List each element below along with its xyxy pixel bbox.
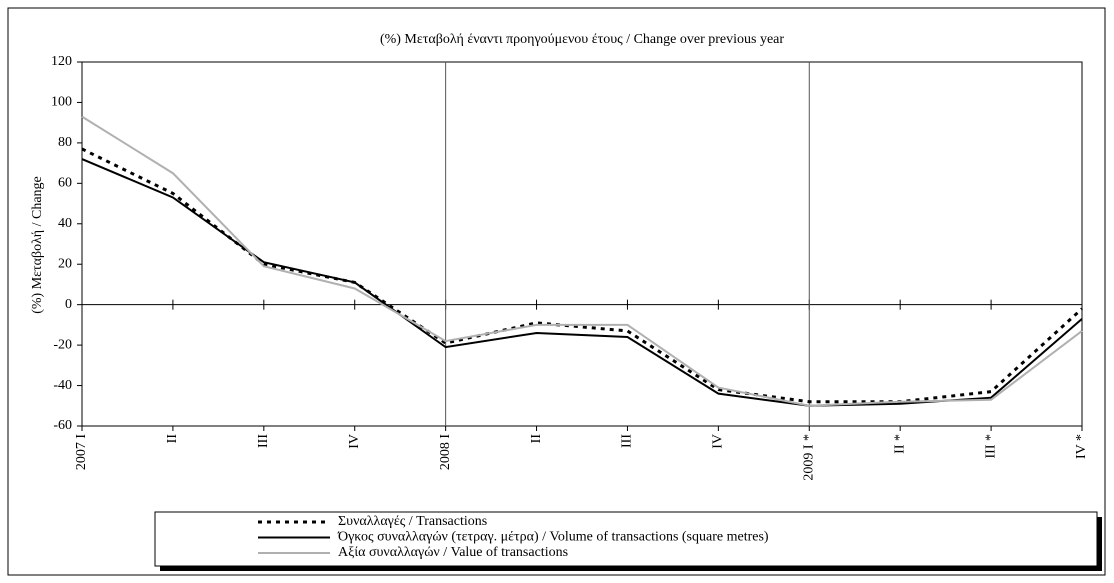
series-line <box>81 158 1083 407</box>
y-tick-label: -40 <box>53 378 72 393</box>
y-tick-label: 100 <box>51 95 72 110</box>
series-line <box>81 115 1083 407</box>
x-tick-label: III <box>256 434 271 448</box>
x-tick-label: 2009 I * <box>801 434 816 481</box>
legend-label: Συναλλαγές / Transactions <box>338 514 487 529</box>
x-tick-label: III * <box>983 434 998 459</box>
y-tick-label: -60 <box>53 418 72 433</box>
y-tick-label: 40 <box>58 216 72 231</box>
x-tick-label: II <box>529 434 544 444</box>
plot-area <box>81 61 1083 427</box>
frame <box>7 7 1106 576</box>
y-tick-label: 0 <box>65 297 72 312</box>
y-axis-label: (%) Μεταβολή / Change <box>30 176 45 314</box>
series-line <box>81 147 1084 404</box>
y-tick-label: 80 <box>58 135 72 150</box>
legend-label: Όγκος συναλλαγών (τετραγ. μέτρα) / Volum… <box>337 530 769 545</box>
x-tick-label: III <box>620 434 635 448</box>
x-tick-label: 2007 I <box>74 434 89 471</box>
y-tick-label: 20 <box>58 256 72 271</box>
x-tick-label: II <box>165 434 180 444</box>
x-tick-label: IV <box>347 434 362 449</box>
y-tick-label: 120 <box>51 54 72 69</box>
y-tick-label: -20 <box>53 337 72 352</box>
x-tick-label: II * <box>892 434 907 454</box>
x-tick-label: IV * <box>1074 434 1089 459</box>
legend-label: Αξία συναλλαγών / Value of transactions <box>338 545 568 560</box>
x-tick-label: 2008 I <box>438 434 453 471</box>
x-tick-label: IV <box>711 434 726 449</box>
y-tick-label: 60 <box>58 176 72 191</box>
chart-title: (%) Μεταβολή έναντι προηγούμενου έτους /… <box>380 32 784 47</box>
